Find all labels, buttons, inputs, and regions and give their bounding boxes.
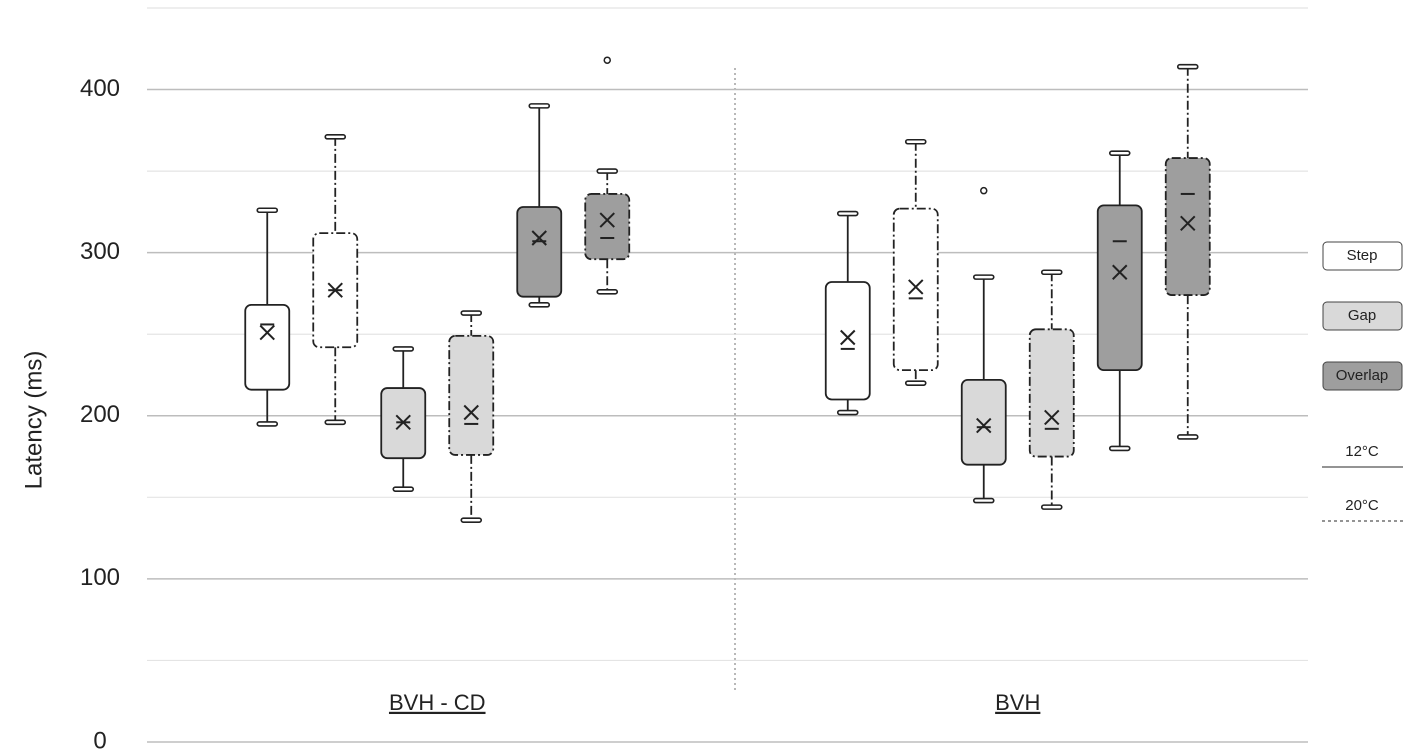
lower-cap xyxy=(904,380,927,386)
upper-cap xyxy=(972,274,995,280)
upper-cap xyxy=(1040,269,1063,276)
upper-cap xyxy=(256,207,279,214)
mean-marker xyxy=(1180,215,1196,232)
box xyxy=(244,303,291,391)
lower-cap xyxy=(528,302,551,308)
legend-swatch xyxy=(1322,301,1403,331)
box xyxy=(1096,204,1143,372)
upper-cap xyxy=(1176,63,1199,70)
lower-cap xyxy=(256,421,279,427)
upper-cap xyxy=(528,103,551,109)
legend-swatch xyxy=(1322,361,1403,391)
y-tick-label: 300 xyxy=(80,238,120,265)
upper-cap xyxy=(392,346,415,352)
mean-marker xyxy=(327,282,343,298)
category-label: BVH - CD xyxy=(389,690,486,715)
mean-marker xyxy=(908,279,924,295)
upper-cap xyxy=(460,310,483,316)
lower-cap xyxy=(324,419,347,426)
lower-cap xyxy=(836,409,859,416)
box xyxy=(824,281,871,401)
y-axis-label: Latency (ms) xyxy=(20,351,47,490)
mean-marker xyxy=(976,417,992,434)
lower-cap xyxy=(596,289,619,295)
lower-cap xyxy=(1108,445,1131,452)
legend-label: Step xyxy=(1347,247,1378,264)
lower-cap xyxy=(460,517,483,523)
box xyxy=(584,193,631,261)
upper-cap xyxy=(1108,150,1131,156)
lower-cap xyxy=(1040,504,1063,510)
mean-marker xyxy=(840,329,856,346)
legend-label: 12°C xyxy=(1345,443,1379,460)
y-tick-label: 400 xyxy=(80,75,120,102)
mean-marker xyxy=(1112,264,1128,280)
legend-label: 20°C xyxy=(1345,497,1379,514)
upper-cap xyxy=(596,168,619,174)
upper-cap xyxy=(904,138,927,145)
box xyxy=(448,334,495,456)
outlier xyxy=(980,186,988,195)
legend-label: Gap xyxy=(1348,307,1376,324)
box xyxy=(1028,328,1075,458)
legend-label: Overlap xyxy=(1336,367,1389,384)
y-tick-label: 100 xyxy=(80,564,120,591)
mean-marker xyxy=(395,414,411,431)
upper-cap xyxy=(836,210,859,217)
box xyxy=(516,206,563,298)
upper-cap xyxy=(324,134,347,140)
y-tick-label: 200 xyxy=(80,401,120,428)
mean-marker xyxy=(531,230,547,246)
legend-swatch xyxy=(1322,241,1403,271)
lower-cap xyxy=(392,486,415,492)
outlier xyxy=(603,56,611,64)
box xyxy=(960,378,1007,466)
box xyxy=(892,207,939,372)
mean-marker xyxy=(599,212,615,228)
mean-marker xyxy=(463,404,479,421)
mean-marker xyxy=(1044,409,1060,426)
lower-cap xyxy=(1176,434,1199,440)
mean-marker xyxy=(259,324,275,341)
box xyxy=(1164,157,1211,296)
y-tick-label: 0 xyxy=(93,727,106,750)
category-label: BVH xyxy=(995,690,1040,715)
lower-cap xyxy=(972,497,995,504)
